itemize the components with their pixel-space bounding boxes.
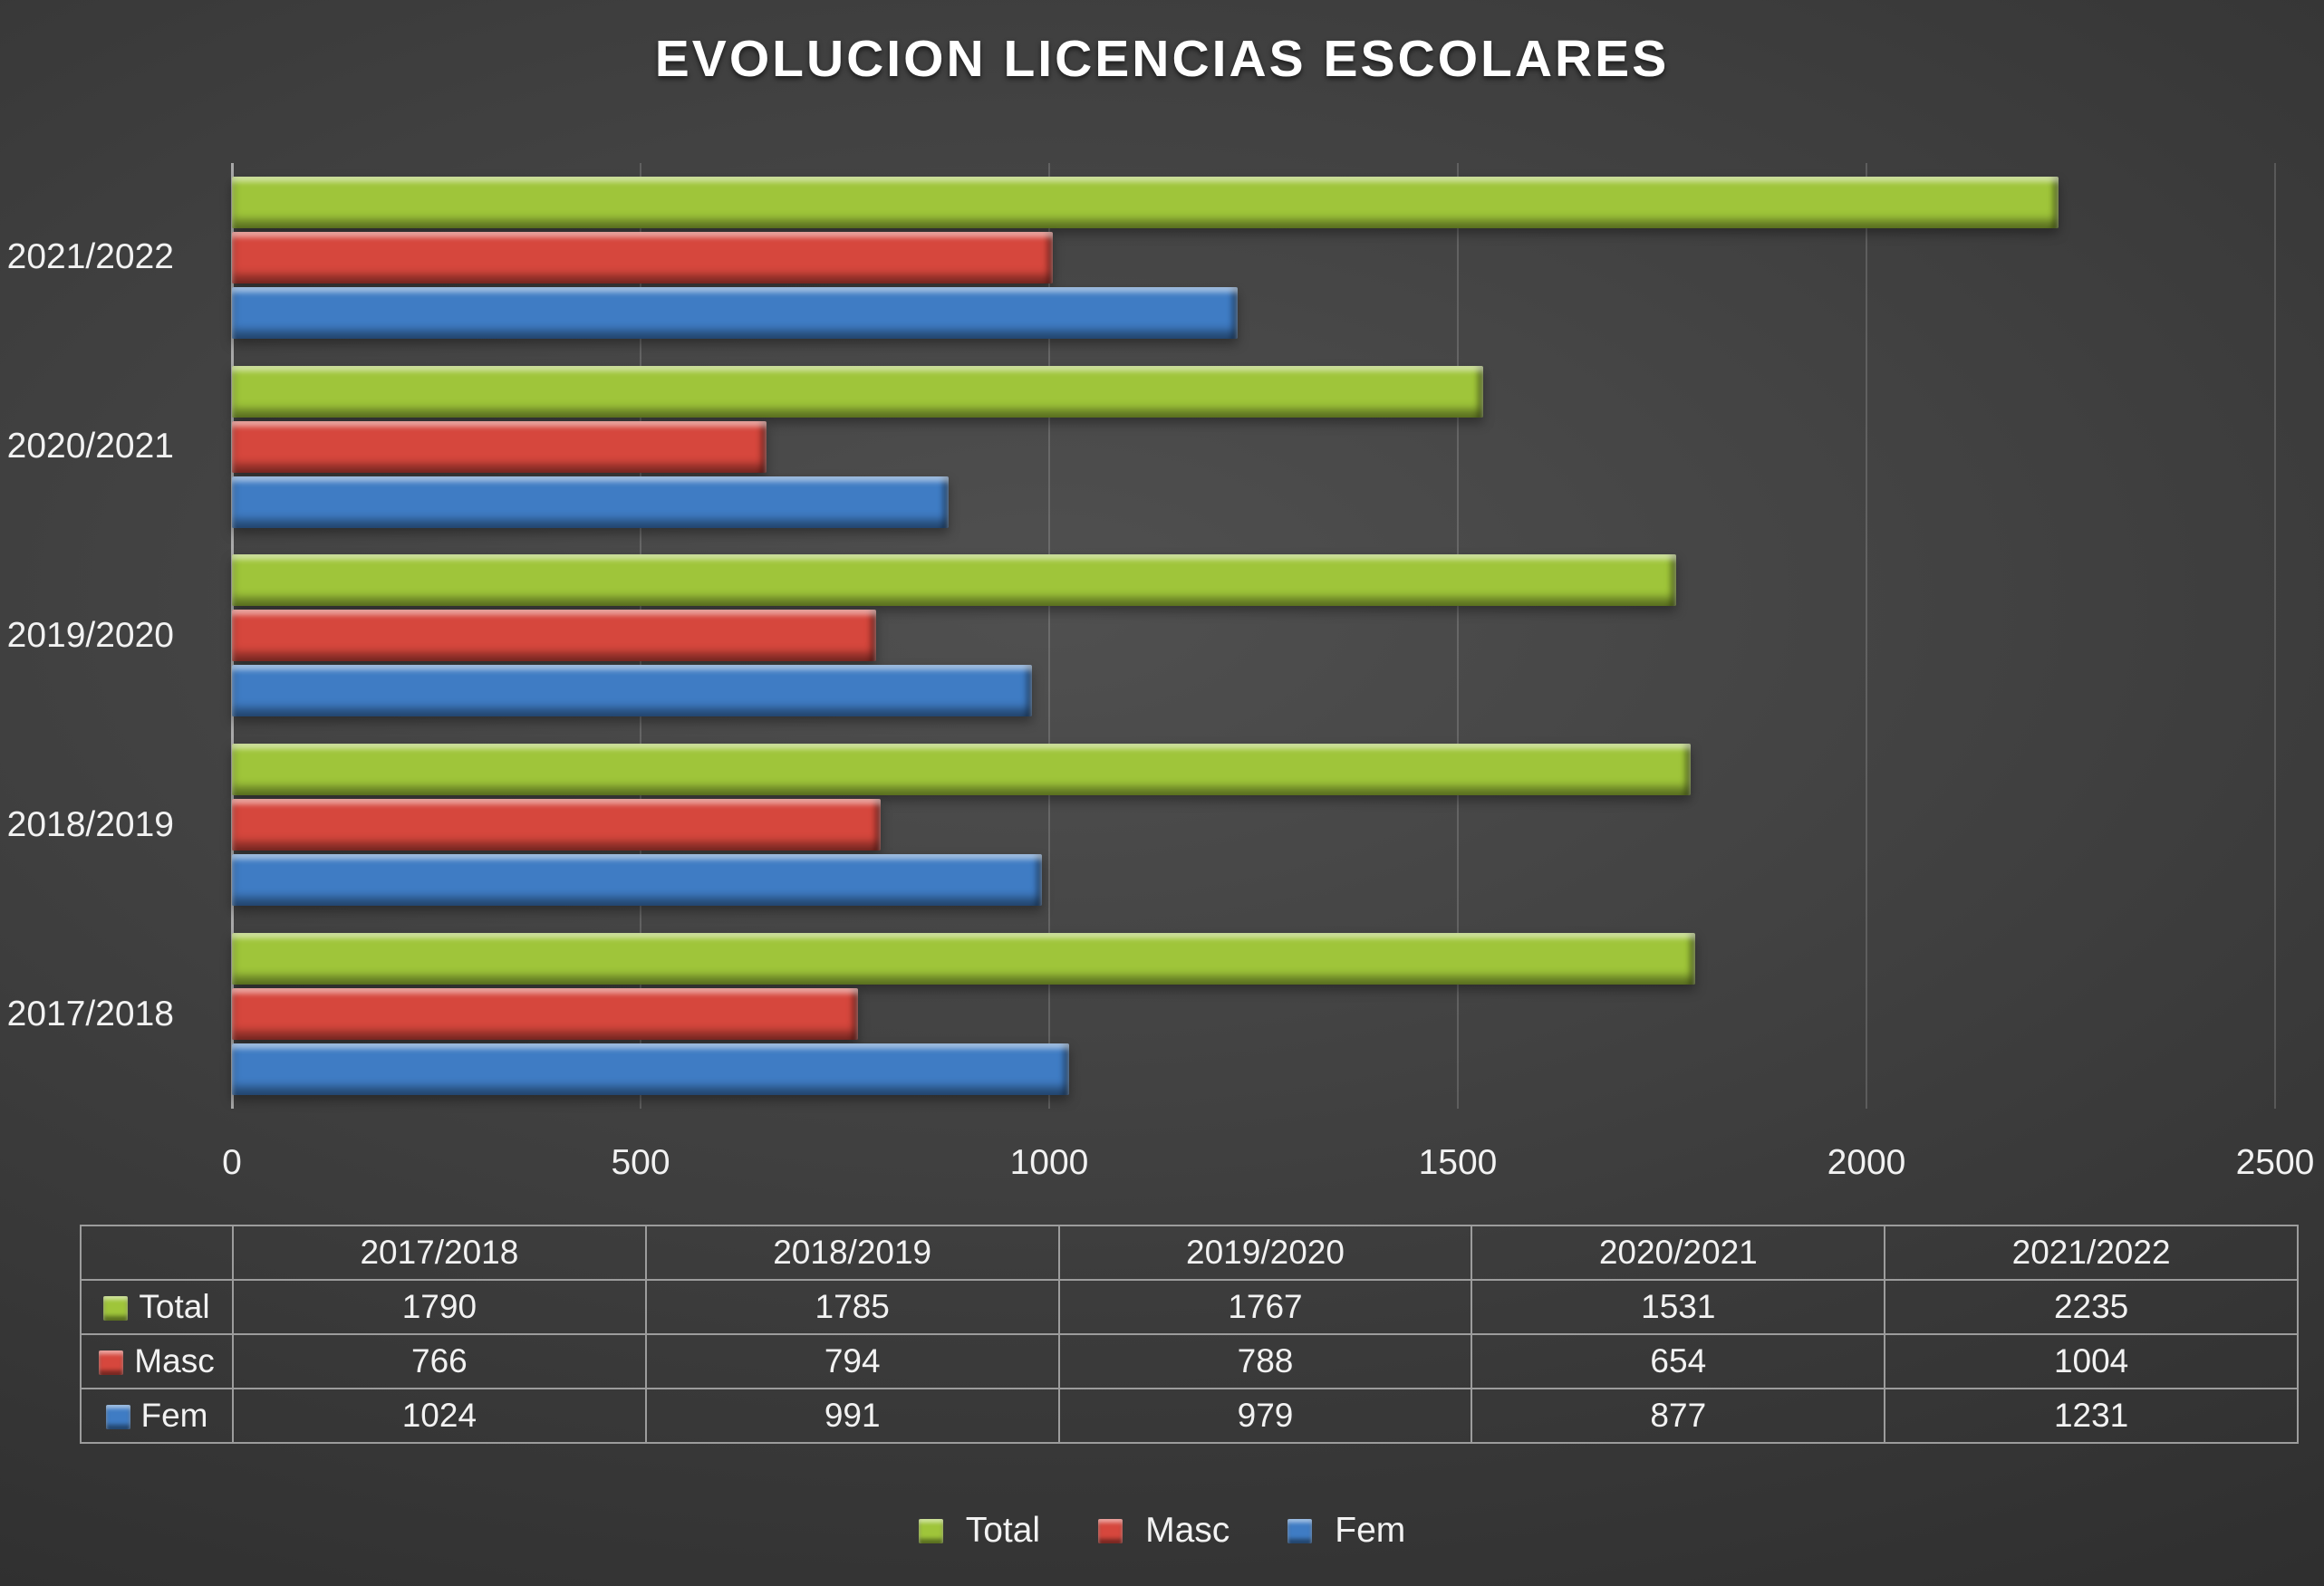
table-row-label: Fem xyxy=(140,1397,208,1434)
total-series-swatch-icon xyxy=(103,1296,129,1321)
table-header-row: 2017/2018 2018/2019 2019/2020 2020/2021 2021… xyxy=(80,1225,2299,1281)
bar-total xyxy=(232,554,1676,607)
masc-legend-swatch-icon xyxy=(1098,1518,1123,1543)
table-cell: 979 xyxy=(1057,1388,1473,1444)
table-row: Fem 1024 991 979 877 1231 xyxy=(80,1388,2299,1444)
table-header-cell: 2017/2018 xyxy=(232,1225,647,1281)
chart-title: EVOLUCION LICENCIAS ESCOLARES xyxy=(654,30,1670,88)
table-row-label-cell: Fem xyxy=(80,1388,234,1444)
bar-masc xyxy=(232,610,876,662)
bar-group xyxy=(232,919,2275,1109)
bar-group xyxy=(232,730,2275,919)
bar-group xyxy=(232,542,2275,731)
plot-area xyxy=(231,163,2276,1109)
legend-label: Masc xyxy=(1145,1511,1230,1550)
bar-fem xyxy=(232,1043,1069,1096)
bar-fem xyxy=(232,854,1042,907)
x-axis-tick-label: 1000 xyxy=(1009,1143,1089,1182)
table-header-cell: 2018/2019 xyxy=(644,1225,1060,1281)
table-cell: 1790 xyxy=(232,1279,647,1335)
bar-fem xyxy=(232,665,1033,717)
bar-total xyxy=(232,744,1692,796)
legend: Total Masc Fem xyxy=(0,1511,2324,1551)
table-cell: 766 xyxy=(232,1333,647,1389)
masc-series-swatch-icon xyxy=(99,1351,124,1375)
bar-total xyxy=(232,933,1695,985)
table-header-cell: 2019/2020 xyxy=(1057,1225,1473,1281)
x-axis-tick-label: 2000 xyxy=(1827,1143,1906,1182)
y-axis-label: 2017/2018 xyxy=(6,994,174,1033)
table-corner-cell xyxy=(80,1225,234,1281)
x-axis-tick-label: 0 xyxy=(222,1143,242,1182)
x-axis-tick-label: 2500 xyxy=(2235,1143,2315,1182)
table-header-cell: 2021/2022 xyxy=(1884,1225,2299,1281)
gridline xyxy=(2274,163,2276,1109)
legend-label: Fem xyxy=(1335,1511,1406,1550)
table-header-cell: 2020/2021 xyxy=(1471,1225,1886,1281)
table-cell: 877 xyxy=(1471,1388,1886,1444)
bar-fem xyxy=(232,286,1239,339)
legend-label: Total xyxy=(965,1511,1041,1550)
bar-masc xyxy=(232,988,858,1041)
table-row-label: Masc xyxy=(134,1342,215,1379)
y-axis-label: 2020/2021 xyxy=(6,427,174,466)
bar-masc xyxy=(232,420,767,473)
legend-item: Total xyxy=(918,1511,1041,1551)
legend-item: Fem xyxy=(1287,1511,1405,1551)
fem-legend-swatch-icon xyxy=(1287,1518,1313,1543)
table-row: Masc 766 794 788 654 1004 xyxy=(80,1333,2299,1389)
y-axis-label: 2018/2019 xyxy=(6,804,174,844)
table-row: Total 1790 1785 1767 1531 2235 xyxy=(80,1279,2299,1335)
fem-series-swatch-icon xyxy=(105,1405,130,1429)
x-axis-tick-label: 1500 xyxy=(1418,1143,1498,1182)
bar-group xyxy=(232,352,2275,542)
data-table: 2017/2018 2018/2019 2019/2020 2020/2021 2021… xyxy=(80,1225,2299,1444)
table-cell: 1531 xyxy=(1471,1279,1886,1335)
y-axis-label: 2021/2022 xyxy=(6,237,174,277)
total-legend-swatch-icon xyxy=(918,1518,943,1543)
table-cell: 654 xyxy=(1471,1333,1886,1389)
bar-masc xyxy=(232,231,1053,284)
table-cell: 788 xyxy=(1057,1333,1473,1389)
y-axis-label: 2019/2020 xyxy=(6,615,174,655)
gridline xyxy=(1866,163,1867,1109)
y-axis-labels: 2021/2022 2020/2021 2019/2020 2018/2019 2017… xyxy=(0,163,174,1109)
table-row-label-cell: Total xyxy=(80,1279,234,1335)
bar-fem xyxy=(232,476,950,528)
bar-masc xyxy=(232,799,882,851)
gridline xyxy=(1457,163,1459,1109)
legend-item: Masc xyxy=(1098,1511,1230,1551)
table-cell: 1024 xyxy=(232,1388,647,1444)
table-cell: 1004 xyxy=(1884,1333,2299,1389)
x-axis: 0 500 1000 1500 2000 2500 xyxy=(222,1143,2314,1197)
table-cell: 1231 xyxy=(1884,1388,2299,1444)
table-cell: 1767 xyxy=(1057,1279,1473,1335)
x-axis-tick-label: 500 xyxy=(611,1143,670,1182)
table-cell: 991 xyxy=(644,1388,1060,1444)
bar-total xyxy=(232,176,2059,228)
table-cell: 2235 xyxy=(1884,1279,2299,1335)
table-row-label-cell: Masc xyxy=(80,1333,234,1389)
gridline xyxy=(1048,163,1050,1109)
table-row-label: Total xyxy=(139,1288,210,1325)
table-cell: 794 xyxy=(644,1333,1060,1389)
bar-group xyxy=(232,163,2275,352)
table-cell: 1785 xyxy=(644,1279,1060,1335)
bar-total xyxy=(232,365,1483,418)
